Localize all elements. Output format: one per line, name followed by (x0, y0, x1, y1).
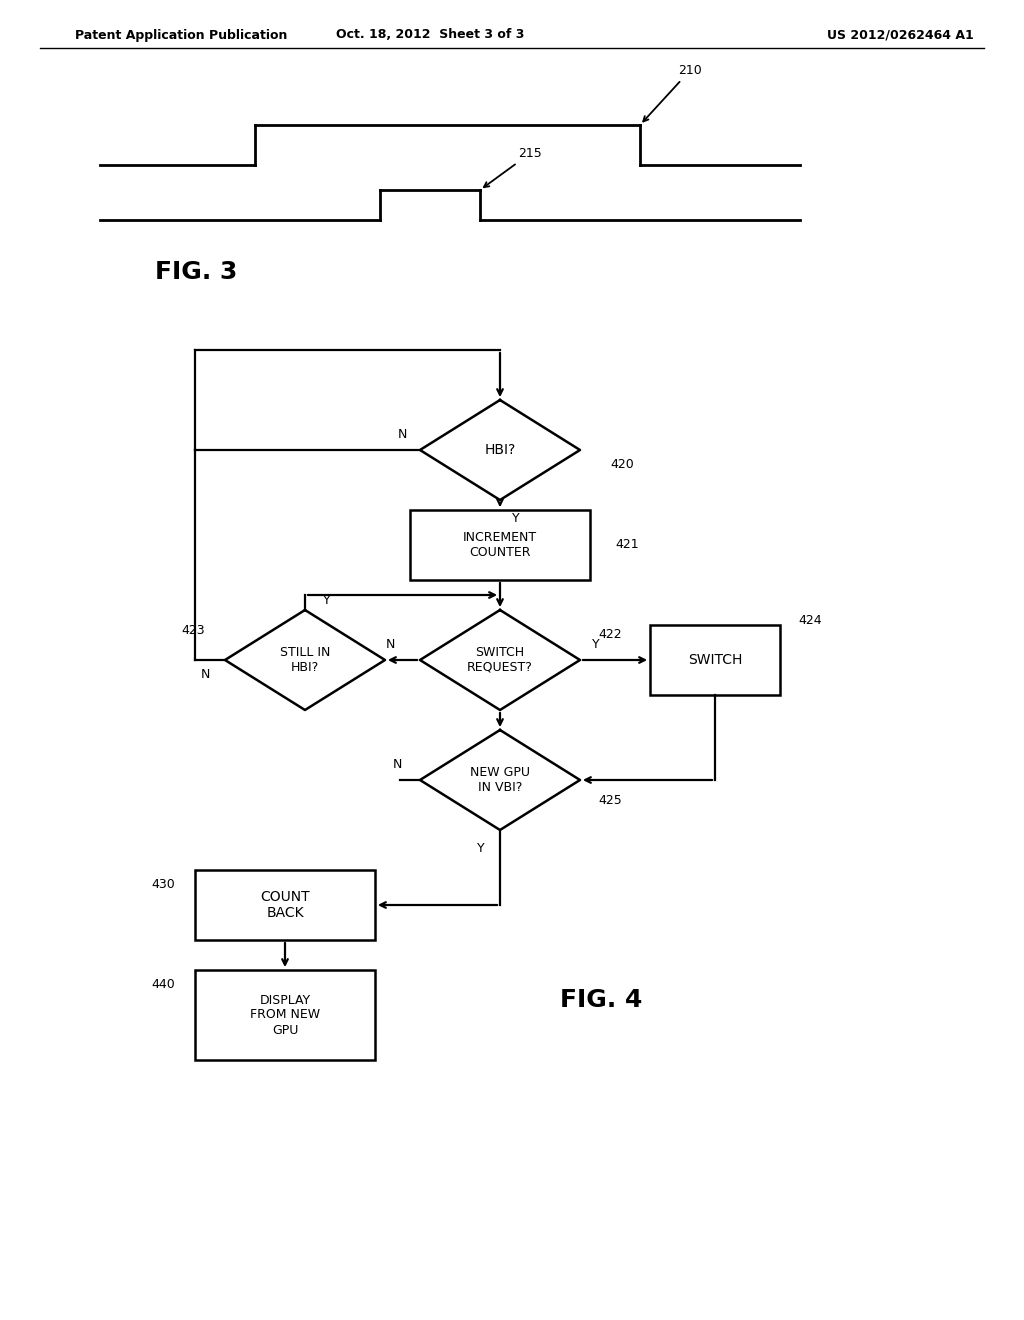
Text: 440: 440 (152, 978, 175, 991)
Text: HBI?: HBI? (484, 444, 516, 457)
Text: US 2012/0262464 A1: US 2012/0262464 A1 (826, 29, 974, 41)
Text: N: N (392, 759, 402, 771)
Polygon shape (420, 400, 580, 500)
Text: Y: Y (323, 594, 331, 606)
Text: Patent Application Publication: Patent Application Publication (75, 29, 288, 41)
Text: N: N (397, 429, 407, 441)
Text: N: N (386, 639, 395, 652)
Bar (195, 970, 375, 1060)
Text: Y: Y (512, 511, 519, 524)
Bar (410, 510, 590, 579)
Text: 215: 215 (484, 147, 542, 187)
Text: DISPLAY
FROM NEW
GPU: DISPLAY FROM NEW GPU (250, 994, 321, 1036)
Text: INCREMENT
COUNTER: INCREMENT COUNTER (463, 531, 537, 558)
Bar (195, 870, 375, 940)
Text: 420: 420 (610, 458, 634, 471)
Bar (650, 624, 780, 696)
Text: Y: Y (592, 639, 600, 652)
Text: SWITCH: SWITCH (688, 653, 742, 667)
Text: 425: 425 (598, 793, 622, 807)
Polygon shape (420, 610, 580, 710)
Text: 210: 210 (643, 63, 701, 121)
Text: STILL IN
HBI?: STILL IN HBI? (280, 645, 330, 675)
Polygon shape (225, 610, 385, 710)
Text: 424: 424 (798, 614, 821, 627)
Text: Oct. 18, 2012  Sheet 3 of 3: Oct. 18, 2012 Sheet 3 of 3 (336, 29, 524, 41)
Text: N: N (201, 668, 210, 681)
Text: FIG. 4: FIG. 4 (560, 987, 642, 1012)
Text: 421: 421 (615, 539, 639, 552)
Text: 423: 423 (181, 623, 205, 636)
Text: NEW GPU
IN VBI?: NEW GPU IN VBI? (470, 766, 530, 795)
Text: COUNT
BACK: COUNT BACK (260, 890, 310, 920)
Text: Y: Y (477, 842, 485, 854)
Polygon shape (420, 730, 580, 830)
Text: SWITCH
REQUEST?: SWITCH REQUEST? (467, 645, 532, 675)
Text: FIG. 3: FIG. 3 (155, 260, 238, 284)
Text: 422: 422 (598, 628, 622, 642)
Text: 430: 430 (152, 879, 175, 891)
